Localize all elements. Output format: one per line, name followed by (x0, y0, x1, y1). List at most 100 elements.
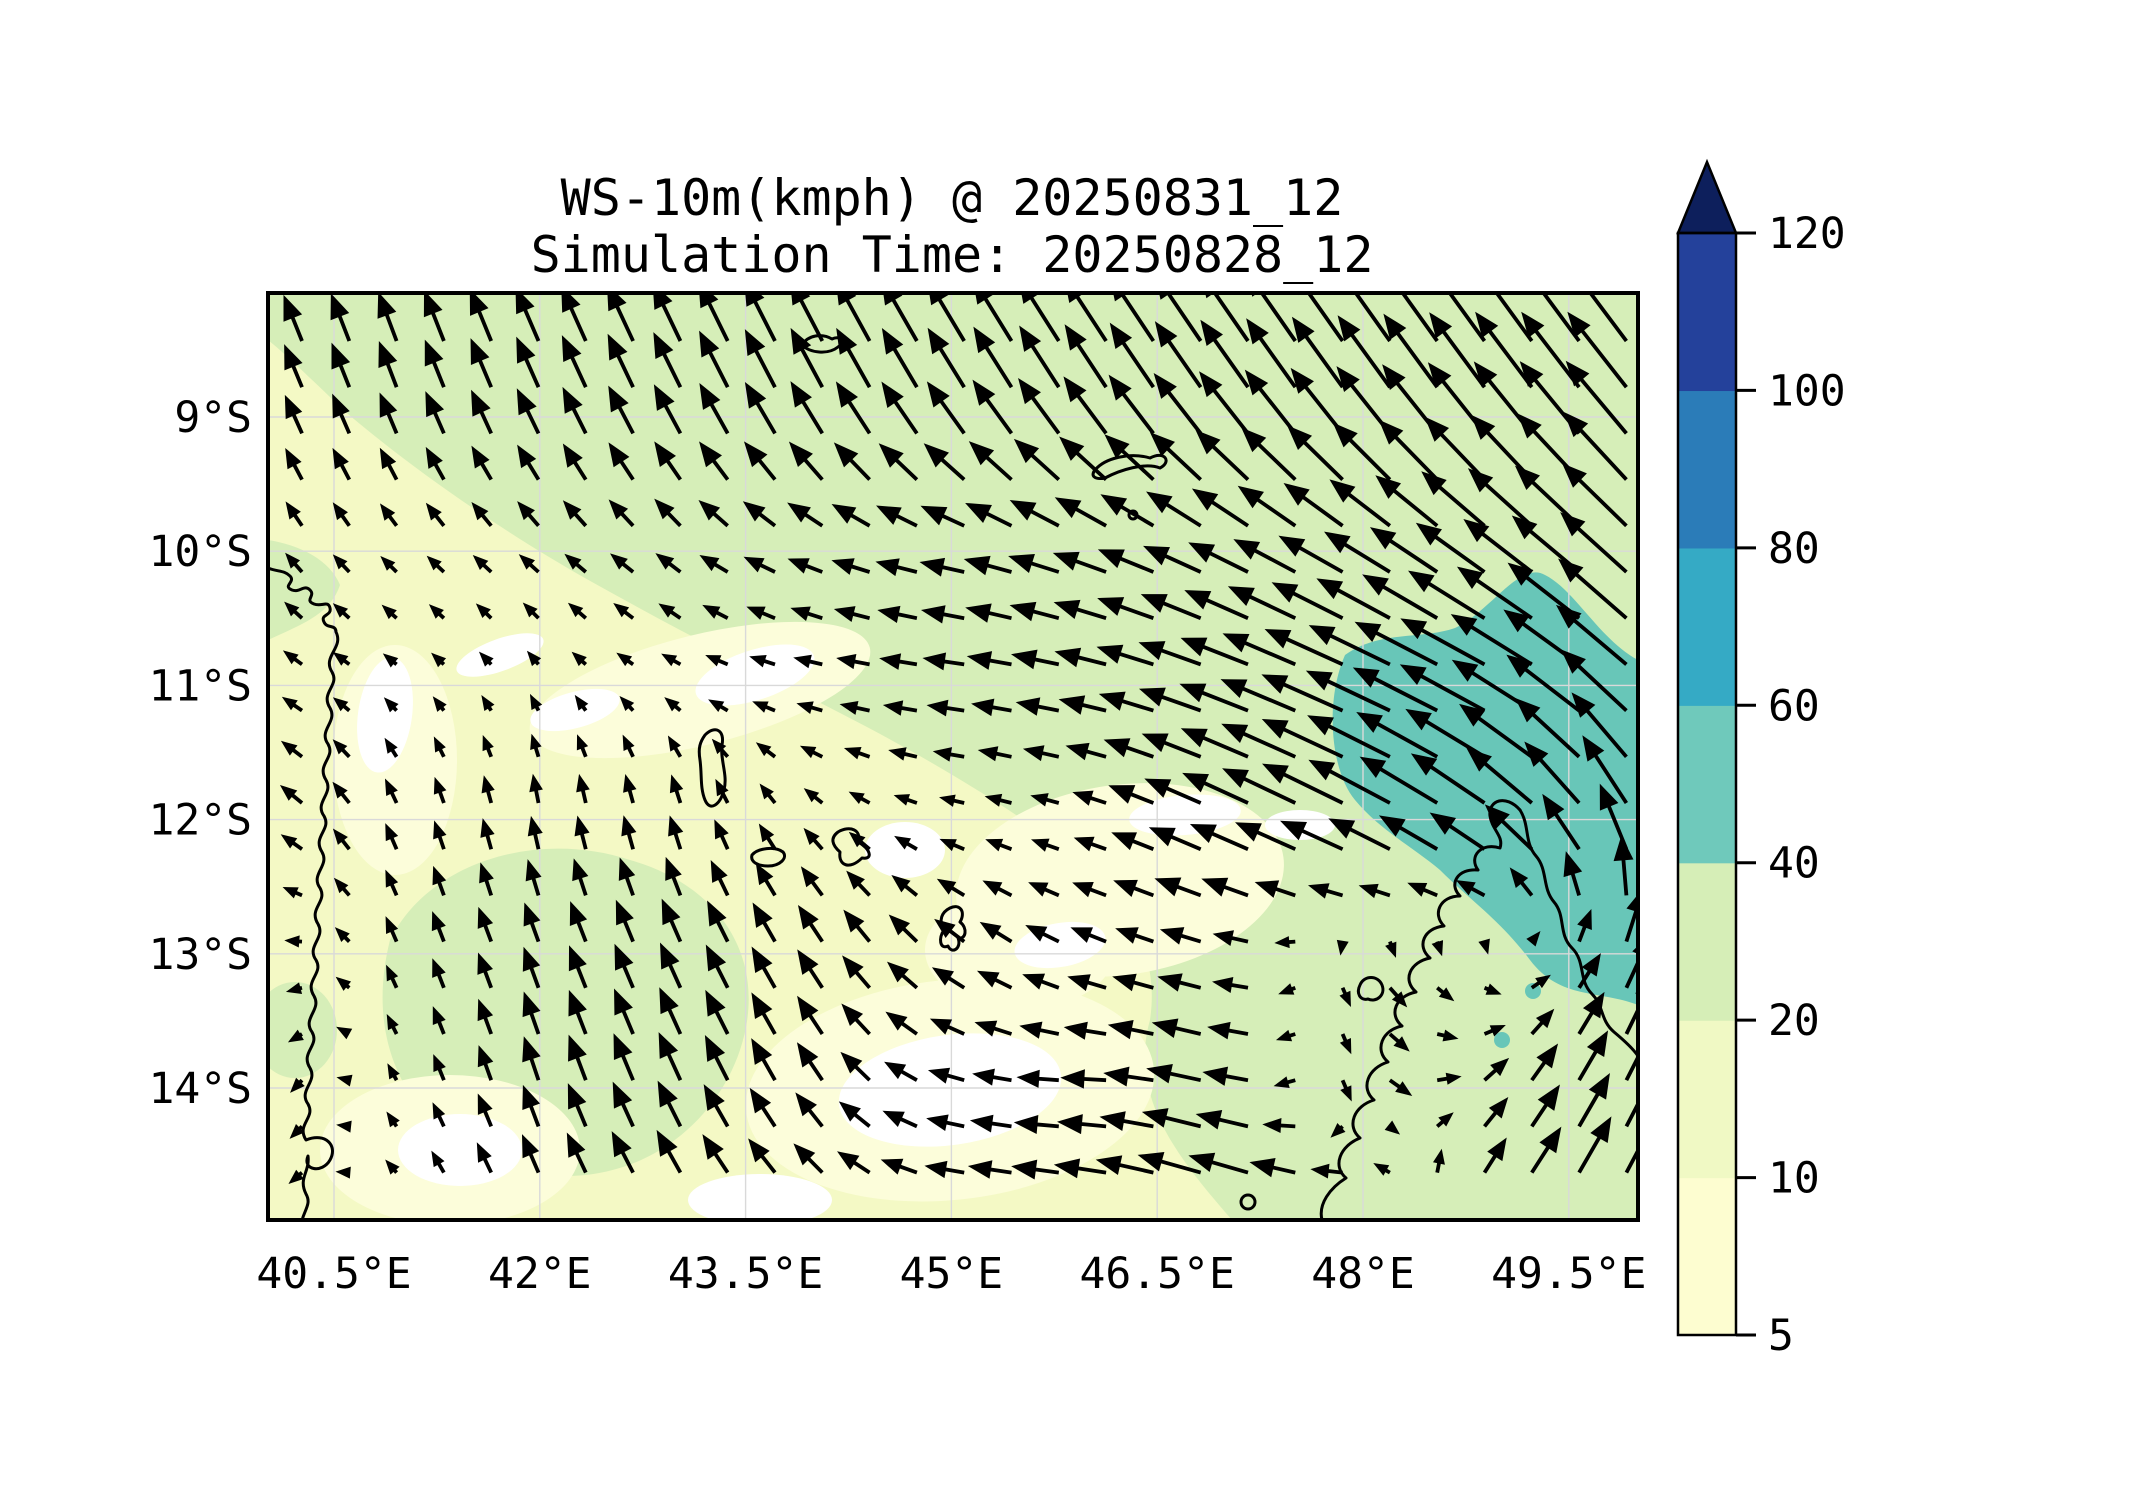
wind-arrow (387, 1063, 400, 1082)
wind-arrow (846, 870, 871, 897)
wind-arrow (1241, 427, 1297, 481)
wind-arrow (742, 501, 777, 528)
wind-arrow (1526, 930, 1541, 947)
wind-arrow (1138, 641, 1202, 667)
wind-arrow (659, 942, 683, 989)
wind-arrow (1478, 938, 1490, 955)
wind-arrow (1054, 497, 1108, 528)
wind-arrow (1571, 692, 1628, 759)
wind-arrow (1354, 621, 1439, 667)
wind-arrow (619, 695, 635, 712)
wind-arrow (744, 381, 777, 435)
wind-arrow (1563, 411, 1628, 481)
wind-arrow (1408, 570, 1486, 620)
wind-arrow (975, 293, 1014, 342)
wind-arrow (655, 553, 682, 574)
wind-arrow (843, 747, 871, 760)
wind-arrow (1356, 712, 1439, 759)
wind-arrow (927, 327, 966, 389)
wind-arrow (1388, 1032, 1410, 1052)
wind-arrow (885, 1011, 919, 1036)
wind-arrow (1195, 1109, 1249, 1130)
wind-arrow (1384, 1120, 1401, 1135)
wind-arrow (1308, 759, 1391, 805)
wind-arrow (425, 502, 446, 527)
wind-arrow (749, 1087, 777, 1128)
wind-arrow (1316, 578, 1391, 620)
wind-arrow (833, 606, 871, 623)
wind-arrow (480, 818, 495, 850)
wind-arrow (1466, 747, 1534, 805)
wind-arrow (787, 502, 824, 528)
wind-arrow (973, 326, 1014, 389)
wind-arrow (653, 384, 683, 435)
wind-arrow (920, 505, 965, 528)
coastline-grande-comore (697, 728, 727, 808)
wind-arrow (280, 834, 304, 851)
wind-arrow (699, 330, 730, 389)
wind-arrow (1154, 321, 1203, 389)
wind-arrow (927, 1067, 965, 1084)
wind-arrow (432, 958, 446, 989)
wind-arrow (471, 501, 493, 528)
wind-arrow (336, 1120, 352, 1133)
wind-arrow (482, 735, 494, 758)
wind-arrow (517, 444, 541, 481)
plot-title: WS-10m(kmph) @ 20250831_12 (561, 169, 1344, 227)
plot-subtitle: Simulation Time: 20250828_12 (531, 226, 1374, 284)
wind-arrow (1221, 723, 1297, 759)
x-tick-label: 43.5°E (668, 1249, 823, 1299)
wind-arrow (703, 1084, 730, 1128)
wind-arrow (477, 952, 493, 989)
wind-arrow (1244, 369, 1297, 435)
wind-arrow (572, 858, 589, 896)
colorbar-tick-label: 10 (1768, 1154, 1820, 1204)
wind-arrow (1159, 293, 1203, 343)
wind-arrow (705, 989, 730, 1035)
wind-arrow (658, 603, 682, 620)
wind-arrow (1560, 512, 1628, 574)
wind-arrow (332, 828, 351, 851)
wind-arrow (1019, 325, 1061, 389)
wind-arrow (1339, 987, 1351, 1008)
wind-arrow (1530, 1043, 1559, 1082)
wind-arrow (285, 982, 303, 994)
wind-arrow (664, 697, 682, 713)
wind-arrow (1057, 1114, 1107, 1135)
wind-arrow (1447, 293, 1487, 343)
wind-arrow (433, 1054, 446, 1081)
wind-arrow (1205, 293, 1250, 343)
wind-arrow (1200, 319, 1250, 389)
wind-arrow (280, 740, 304, 759)
wind-arrow (1157, 973, 1202, 992)
coastline-madagascar-east (1518, 808, 1638, 1058)
wind-arrow (1563, 851, 1583, 896)
x-tick-label: 45°E (900, 1249, 1004, 1299)
wind-arrow (758, 823, 777, 851)
wind-arrow (386, 1013, 399, 1035)
wind-arrow (1310, 1163, 1343, 1179)
wind-arrow (623, 774, 637, 804)
wind-arrow (285, 552, 304, 574)
wind-arrow (1235, 822, 1297, 851)
wind-arrow (386, 964, 399, 989)
wind-arrow (985, 838, 1013, 852)
wind-arrow (836, 327, 872, 389)
wind-arrow (335, 976, 352, 991)
fill-white-d (695, 644, 815, 706)
wind-arrow (611, 1131, 635, 1174)
fill-teal-spot-a (1549, 942, 1571, 964)
wind-arrow (1011, 649, 1060, 670)
wind-arrow (1283, 483, 1344, 528)
wind-arrow (839, 700, 870, 715)
colorbar-segment (1678, 862, 1736, 1021)
colorbar: 5 10 20 40 60 80 100 120 (1676, 158, 1846, 1361)
wind-arrow (707, 900, 730, 943)
wind-arrow (797, 949, 824, 989)
wind-arrow (1212, 977, 1249, 993)
wind-arrow (920, 605, 965, 624)
wind-arrow (1065, 742, 1107, 761)
wind-arrow (615, 899, 635, 943)
colorbar-segment (1678, 390, 1736, 549)
